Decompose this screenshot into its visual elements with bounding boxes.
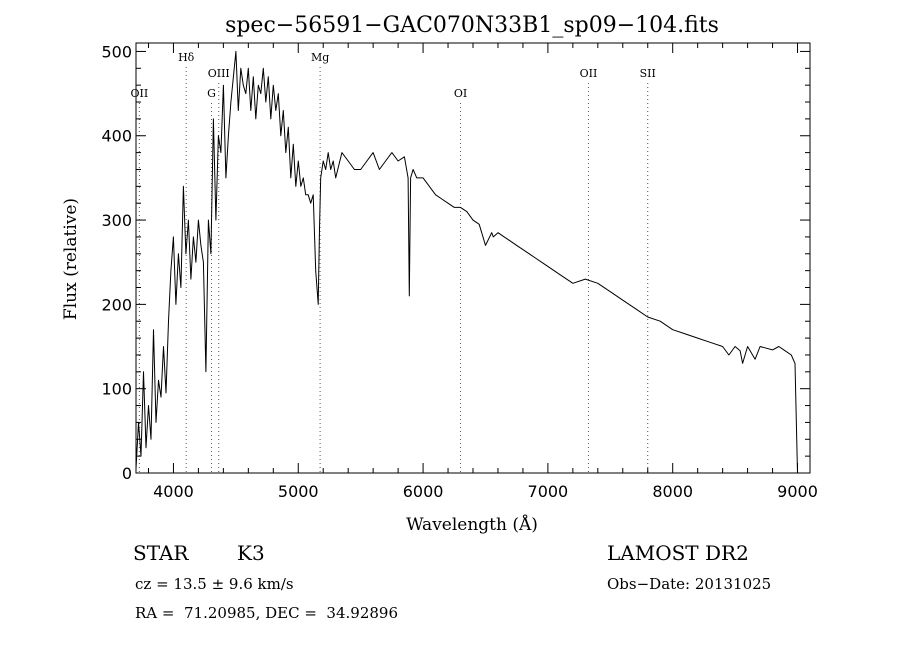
y-tick-label: 500 (101, 42, 132, 61)
coordinates-label: RA = 71.20985, DEC = 34.92896 (135, 604, 399, 622)
spectral-line-label: SII (640, 67, 656, 80)
spectral-line-label: OIII (208, 67, 230, 80)
x-tick-label: 5000 (278, 482, 319, 501)
x-tick-label: 9000 (777, 482, 818, 501)
object-subclass: K3 (237, 541, 265, 565)
spectral-line-label: OII (131, 87, 149, 100)
y-tick-label: 400 (101, 127, 132, 146)
y-axis-label: Flux (relative) (61, 198, 81, 320)
spectral-line-label: G (207, 87, 216, 100)
redshift-label: cz = 13.5 ± 9.6 km/s (135, 575, 294, 593)
obs-date-label: Obs−Date: 20131025 (607, 575, 772, 593)
y-tick-label: 0 (122, 464, 132, 483)
spectral-line-label: OII (580, 67, 598, 80)
survey-label: LAMOST DR2 (607, 541, 749, 565)
spectral-line-label: OI (454, 87, 467, 100)
object-class: STAR (133, 541, 189, 565)
x-tick-label: 8000 (652, 482, 693, 501)
x-tick-label: 7000 (528, 482, 569, 501)
spectral-line-label: Mg (311, 51, 329, 64)
x-tick-label: 4000 (153, 482, 194, 501)
spectrum-series-line (135, 50, 798, 474)
plot-frame (135, 42, 811, 474)
x-axis-label: Wavelength (Å) (406, 514, 538, 535)
spectral-line-label: Hδ (178, 51, 195, 64)
x-tick-label: 6000 (403, 482, 444, 501)
y-tick-label: 200 (101, 295, 132, 314)
chart-title: spec−56591−GAC070N33B1_sp09−104.fits (225, 13, 719, 38)
y-tick-label: 300 (101, 211, 132, 230)
y-tick-label: 100 (101, 380, 132, 399)
